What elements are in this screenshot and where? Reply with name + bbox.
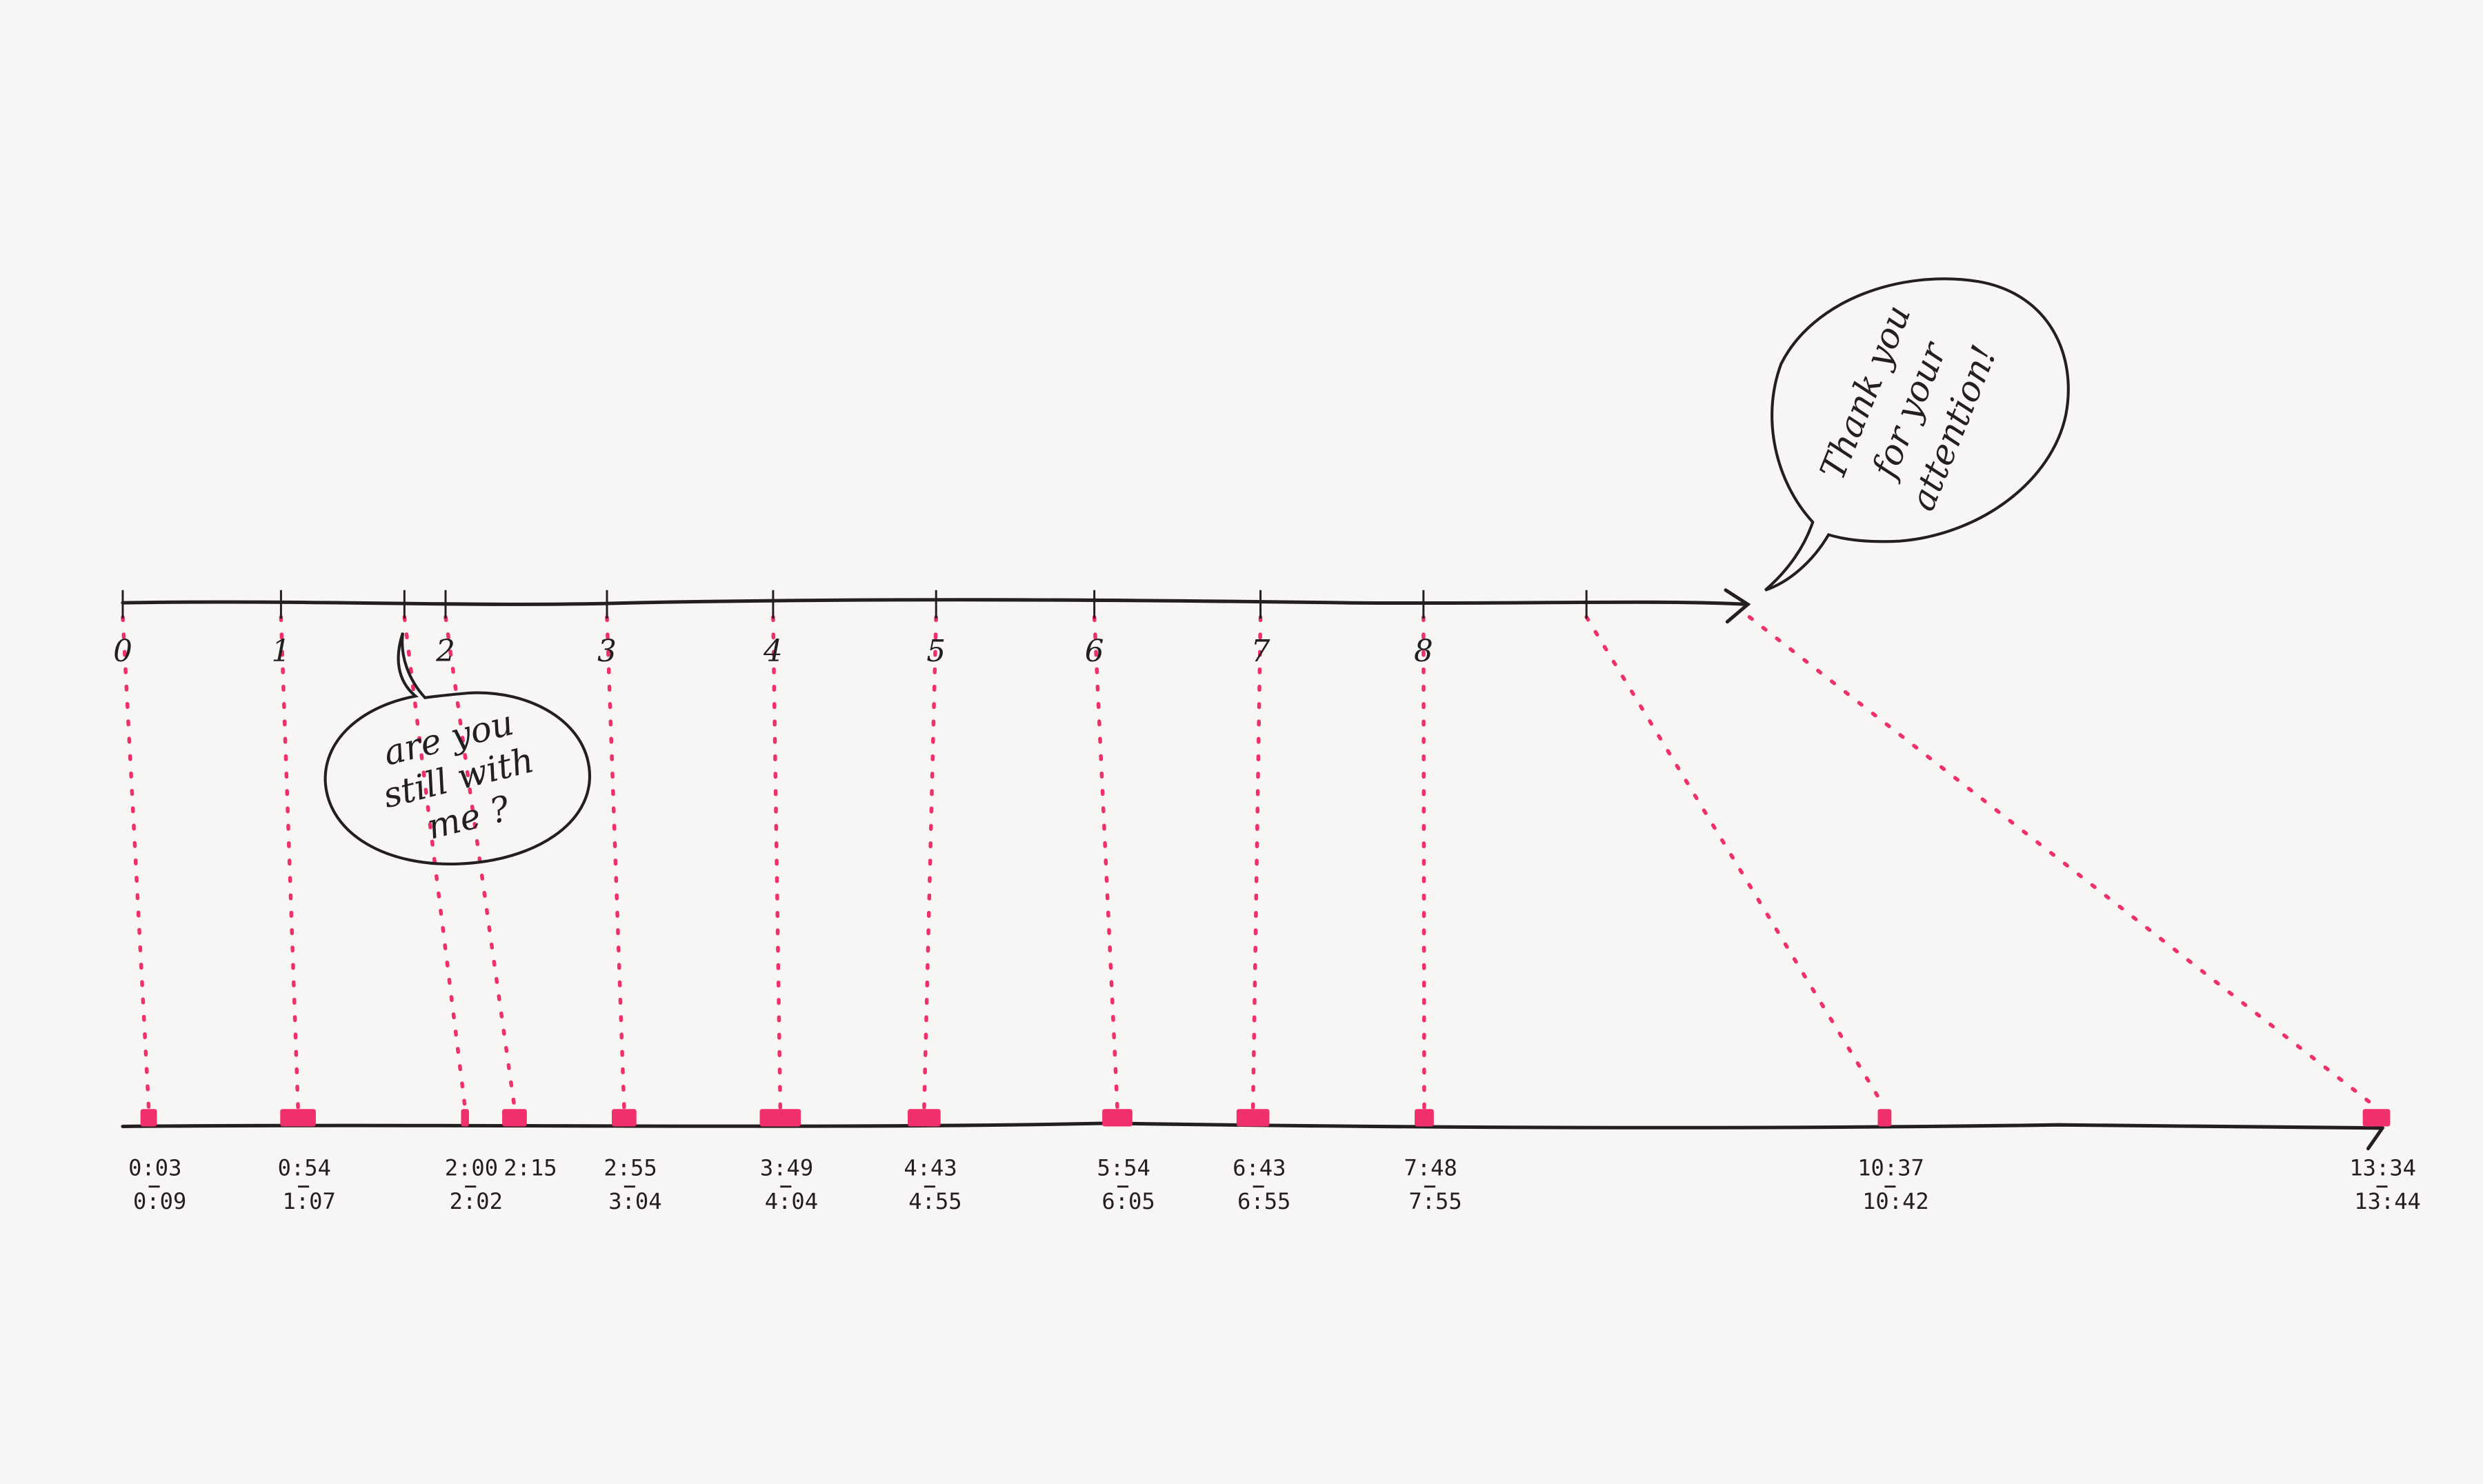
slide-number-label: 6 — [1085, 634, 1104, 669]
end-time-label: 6:05 — [1101, 1188, 1155, 1214]
talk-time-mark — [140, 1109, 157, 1127]
talk-time-mark — [1415, 1109, 1434, 1127]
talk-time-mark — [502, 1109, 527, 1127]
start-time-label: 3:49 — [760, 1155, 813, 1181]
end-time-label: 7:55 — [1408, 1188, 1462, 1214]
start-time-label: 10:37 — [1857, 1155, 1924, 1181]
dotted-connector — [771, 615, 783, 1110]
top-axis-line — [121, 598, 1748, 606]
talk-time-mark — [1102, 1109, 1133, 1127]
thank-you-bubble: Thank you for your attention! — [1764, 277, 2070, 592]
slide-number-label: 0 — [113, 634, 132, 669]
end-time-label: 2:02 — [450, 1188, 503, 1214]
talk-time-mark — [2362, 1109, 2391, 1127]
dotted-connector — [1584, 615, 1887, 1110]
talk-time-mark — [611, 1109, 637, 1127]
slide-number-label: 8 — [1414, 634, 1433, 669]
end-time-label: 10:42 — [1862, 1188, 1929, 1214]
time-labels: 0:03 0:09 0:54 1:07 2:00 2:022:15 2:55 3:04 3:49… — [128, 1155, 2421, 1214]
start-time-label: 2:00 — [445, 1155, 498, 1181]
slide-number-label: 4 — [763, 634, 783, 669]
start-time-label: 0:03 — [128, 1155, 181, 1181]
start-time-label: 7:48 — [1404, 1155, 1457, 1181]
end-time-label: 4:55 — [908, 1188, 961, 1214]
connectors — [121, 615, 2379, 1110]
dotted-connector — [605, 615, 626, 1110]
talk-time-mark — [461, 1109, 469, 1127]
slide-number-label: 7 — [1251, 634, 1270, 669]
bottom-axis-line — [121, 1121, 2383, 1130]
end-time-label: 0:09 — [133, 1188, 186, 1214]
dotted-connector — [922, 615, 938, 1110]
start-time-label: 4:43 — [904, 1155, 957, 1181]
start-time-label: 0:54 — [278, 1155, 331, 1181]
start-time-label: 2:15 — [503, 1155, 557, 1181]
start-time-label: 6:43 — [1233, 1155, 1286, 1181]
talk-time-mark — [908, 1109, 941, 1127]
slide-number-label: 5 — [926, 634, 946, 669]
still-with-me-bubble: are you still with me ? — [323, 632, 591, 866]
time-marks — [140, 1109, 2391, 1127]
dotted-connector — [121, 615, 151, 1110]
slide-number-label: 2 — [435, 634, 455, 669]
dotted-connector — [1092, 615, 1119, 1110]
dotted-connector — [1747, 615, 2379, 1110]
start-time-label: 2:55 — [604, 1155, 657, 1181]
slide-number-label: 3 — [597, 634, 617, 669]
talk-time-mark — [1877, 1109, 1892, 1127]
end-time-label: 3:04 — [608, 1188, 661, 1214]
dotted-connector — [279, 615, 300, 1110]
talk-time-mark — [280, 1109, 316, 1127]
end-time-label: 13:44 — [2354, 1188, 2421, 1214]
speech-bubble-outline — [323, 632, 591, 866]
end-time-label: 1:07 — [282, 1188, 335, 1214]
dotted-connector — [1250, 615, 1263, 1110]
speech-bubble-outline — [1764, 277, 2070, 592]
top-axis-arrowhead — [1724, 588, 1751, 624]
talk-time-mark — [1236, 1109, 1270, 1127]
talk-time-mark — [759, 1109, 801, 1127]
end-time-label: 4:04 — [765, 1188, 818, 1214]
start-time-label: 13:34 — [2349, 1155, 2416, 1181]
end-time-label: 6:55 — [1237, 1188, 1290, 1214]
start-time-label: 5:54 — [1097, 1155, 1150, 1181]
slide-ticks: 0 1 2 3 4 5 6 7 8 — [113, 590, 1588, 669]
slide-number-label: 1 — [272, 634, 291, 669]
